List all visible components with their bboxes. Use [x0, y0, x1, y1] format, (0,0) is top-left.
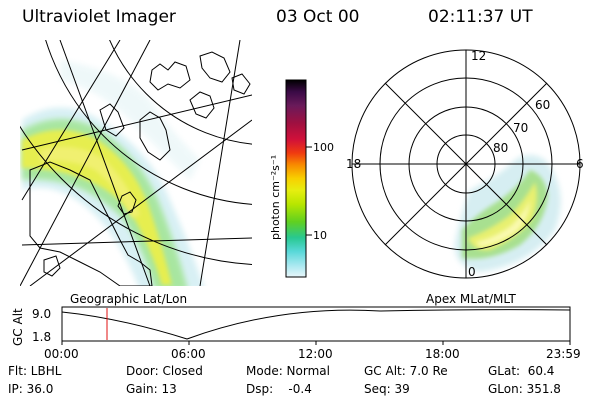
timeline-ytick-low: 1.8	[32, 330, 51, 344]
mlt-label-12: 12	[471, 49, 486, 63]
gain-value: Gain: 13	[126, 382, 177, 396]
colorbar-label-100: 100	[313, 141, 334, 154]
geo-panel-label: Geographic Lat/Lon	[70, 292, 188, 306]
mlt-label-0: 0	[468, 265, 476, 279]
mode-value: Mode: Normal	[246, 364, 330, 378]
colorbar-strip	[285, 79, 307, 278]
polar-axis-diag2	[384, 82, 548, 246]
timeline-xtick-2: 12:00	[298, 347, 333, 361]
polar-aurora-core	[476, 200, 530, 247]
timeline-ylabel: GC Alt	[11, 308, 25, 346]
timeline-ytick-high: 9.0	[32, 307, 51, 321]
filter-value: Flt: LBHL	[8, 364, 62, 378]
instrument-title: Ultraviolet Imager	[22, 7, 176, 27]
glon-value: GLon: 351.8	[488, 382, 561, 396]
dsp-value: Dsp: -0.4	[246, 382, 312, 396]
geographic-map	[20, 40, 252, 286]
aurora-diffuse	[60, 60, 200, 180]
timeline-xtick-0: 00:00	[44, 347, 79, 361]
altitude-curve	[61, 309, 571, 340]
ip-value: IP: 36.0	[8, 382, 54, 396]
colorbar-label-10: 10	[313, 229, 327, 242]
mlat-label-60: 60	[535, 98, 550, 112]
timeline-frame	[61, 306, 571, 342]
polar-panel-label: Apex MLat/MLT	[426, 292, 516, 306]
time-label: 02:11:37 UT	[428, 7, 533, 27]
glat-value: GLat: 60.4	[488, 364, 555, 378]
timeline-xtick-4: 23:59	[546, 347, 581, 361]
seq-value: Seq: 39	[364, 382, 410, 396]
colorbar-unit-label: photon cm⁻²s⁻¹	[269, 155, 282, 240]
geo-grid	[20, 40, 252, 286]
timeline-xtick-1: 06:00	[171, 347, 206, 361]
timeline-xtick-3: 18:00	[425, 347, 460, 361]
altitude-timeline: GC Alt 9.0 1.8 00:00 06:00 12:00 18:00 2…	[11, 306, 581, 361]
polar-aurora-bright	[468, 182, 537, 251]
mlat-label-70: 70	[513, 121, 528, 135]
polar-plot: 12 18 6 0 60 70 80	[346, 49, 584, 279]
gc-alt-value: GC Alt: 7.0 Re	[364, 364, 448, 378]
door-value: Door: Closed	[126, 364, 203, 378]
aurora-bright	[22, 130, 172, 285]
mlt-label-6: 6	[576, 157, 584, 171]
mlat-label-80: 80	[493, 141, 508, 155]
date-label: 03 Oct 00	[276, 7, 360, 27]
mlt-label-18: 18	[346, 157, 361, 171]
colorbar: 100 10 photon cm⁻²s⁻¹	[269, 79, 334, 278]
